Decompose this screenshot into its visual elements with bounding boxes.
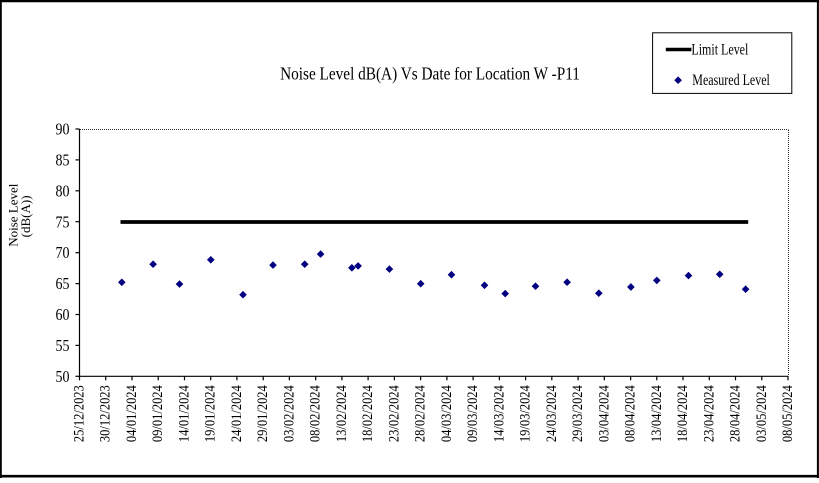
svg-text:24/03/2024: 24/03/2024	[543, 385, 559, 442]
svg-text:75: 75	[56, 213, 70, 232]
svg-text:29/03/2024: 29/03/2024	[569, 385, 585, 442]
svg-text:23/04/2024: 23/04/2024	[700, 385, 716, 442]
svg-text:19/03/2024: 19/03/2024	[517, 385, 533, 442]
svg-text:28/02/2024: 28/02/2024	[412, 385, 428, 442]
svg-text:03/04/2024: 03/04/2024	[595, 385, 611, 442]
svg-text:60: 60	[56, 306, 70, 325]
svg-text:08/02/2024: 08/02/2024	[307, 385, 323, 442]
svg-text:13/02/2024: 13/02/2024	[333, 385, 349, 442]
svg-text:Noise Level: Noise Level	[6, 183, 21, 247]
svg-text:14/03/2024: 14/03/2024	[490, 385, 506, 442]
svg-text:08/04/2024: 08/04/2024	[622, 385, 638, 442]
svg-text:29/01/2024: 29/01/2024	[254, 385, 270, 442]
svg-text:30/12/2023: 30/12/2023	[97, 385, 113, 442]
svg-text:14/01/2024: 14/01/2024	[176, 385, 192, 442]
svg-text:09/03/2024: 09/03/2024	[464, 385, 480, 442]
svg-text:03/02/2024: 03/02/2024	[280, 385, 296, 442]
svg-text:Limit Level: Limit Level	[691, 42, 748, 59]
svg-text:13/04/2024: 13/04/2024	[648, 385, 664, 442]
svg-text:Measured Level: Measured Level	[692, 73, 770, 90]
svg-text:18/02/2024: 18/02/2024	[359, 385, 375, 442]
svg-text:19/01/2024: 19/01/2024	[202, 385, 218, 442]
svg-text:50: 50	[56, 368, 70, 387]
svg-text:03/05/2024: 03/05/2024	[753, 385, 769, 442]
svg-text:80: 80	[56, 182, 70, 201]
svg-text:55: 55	[56, 337, 70, 356]
svg-text:23/02/2024: 23/02/2024	[385, 385, 401, 442]
svg-text:(dB(A)): (dB(A))	[18, 195, 33, 237]
svg-text:09/01/2024: 09/01/2024	[149, 385, 165, 442]
svg-text:Noise Level dB(A) Vs Date for: Noise Level dB(A) Vs Date for Location W…	[280, 63, 580, 84]
svg-text:04/01/2024: 04/01/2024	[123, 385, 139, 442]
svg-text:28/04/2024: 28/04/2024	[727, 385, 743, 442]
svg-text:85: 85	[56, 151, 70, 170]
svg-text:08/05/2024: 08/05/2024	[779, 385, 795, 442]
svg-text:24/01/2024: 24/01/2024	[228, 385, 244, 442]
svg-text:25/12/2023: 25/12/2023	[71, 385, 87, 442]
svg-text:18/04/2024: 18/04/2024	[674, 385, 690, 442]
svg-text:70: 70	[56, 244, 70, 263]
svg-text:65: 65	[56, 275, 70, 294]
svg-text:90: 90	[56, 120, 70, 139]
svg-text:04/03/2024: 04/03/2024	[438, 385, 454, 442]
